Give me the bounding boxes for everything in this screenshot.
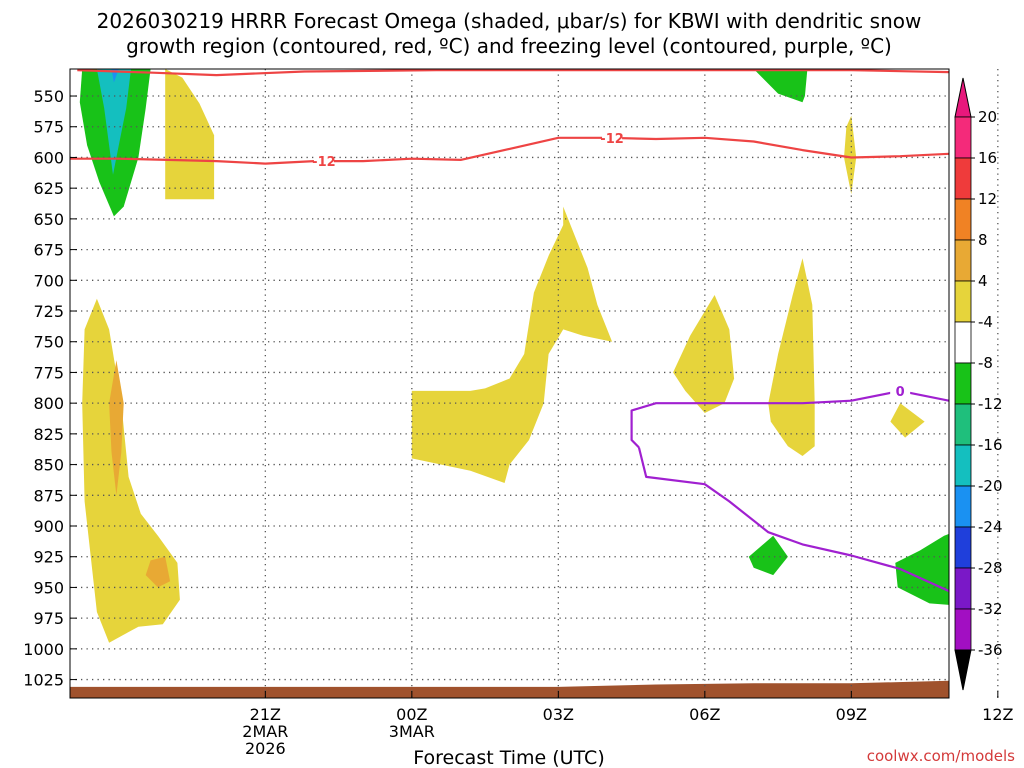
- colorbar-label: 12: [978, 190, 997, 208]
- colorbar-label: -4: [978, 313, 993, 331]
- y-tick-label: 975: [33, 609, 64, 628]
- x-tick-label: 00Z: [396, 705, 427, 724]
- green-lower-right: [895, 533, 949, 605]
- colorbar-swatch: [954, 567, 972, 610]
- colorbar-label: 20: [978, 108, 997, 126]
- y-tick-label: 1000: [23, 640, 64, 659]
- colorbar-swatch: [954, 116, 972, 159]
- colorbar-label: -32: [978, 600, 1003, 618]
- grid-lines: [70, 69, 999, 698]
- site-credit: coolwx.com/models: [867, 747, 1015, 765]
- colorbar-label: -8: [978, 354, 993, 372]
- x-tick-label: 2MAR: [242, 722, 288, 741]
- colorbar-under-triangle: [954, 649, 972, 691]
- colorbar-swatch: [954, 526, 972, 569]
- yellow-small-right: [890, 403, 925, 438]
- yellow-lower-left: [82, 298, 180, 643]
- y-tick-label: 925: [33, 548, 64, 567]
- contour-label-bg: [313, 154, 334, 169]
- y-tick-label: 675: [33, 241, 64, 260]
- dendritic-contour: [70, 136, 949, 165]
- yellow-narrow-2: [844, 115, 857, 195]
- contour-labels: -12 -12 0: [312, 130, 911, 400]
- colorbar-swatch: [954, 403, 972, 446]
- colorbar-swatch: [954, 608, 972, 651]
- x-tick-label: 21Z: [250, 705, 281, 724]
- y-tick-label: 900: [33, 517, 64, 536]
- plot-frame: [69, 68, 950, 699]
- dendritic-contour-label: -12: [600, 132, 624, 147]
- y-tick-label: 650: [33, 210, 64, 229]
- chart-title-line-1: 2026030219 HRRR Forecast Omega (shaded, …: [97, 9, 922, 33]
- x-tick-label: 03Z: [543, 705, 574, 724]
- green-lower-center: [748, 535, 788, 576]
- x-axis-label: Forecast Time (UTC): [413, 747, 604, 768]
- omega-shading: [79, 69, 949, 643]
- y-tick-label: 950: [33, 578, 64, 597]
- colorbar-label: -12: [978, 395, 1003, 413]
- contour-label-bg: [602, 130, 623, 145]
- yellow-narrow-1: [768, 258, 815, 456]
- y-tick-label: 575: [33, 118, 64, 137]
- freezing-contour: [637, 447, 949, 593]
- colorbar-label: -20: [978, 477, 1003, 495]
- colorbar-label: 4: [978, 272, 988, 290]
- colorbar-swatch: [954, 362, 972, 405]
- colorbar-label: -28: [978, 559, 1003, 577]
- yellow-upper-left: [165, 69, 215, 200]
- chart-title-line-2: growth region (contoured, red, ºC) and f…: [126, 34, 892, 58]
- y-tick-label: 875: [33, 486, 64, 505]
- y-tick-label: 700: [33, 271, 64, 290]
- x-tick-label: 09Z: [836, 705, 867, 724]
- y-tick-label: 625: [33, 179, 64, 198]
- colorbar-label: -24: [978, 518, 1003, 536]
- colorbar-swatch: [954, 280, 972, 323]
- y-axis-ticks: 550 575 600 625 650 675 700 725 750 775 800 825 850 8…: [23, 87, 77, 690]
- colorbar-swatch: [954, 321, 972, 364]
- y-tick-label: 600: [33, 148, 64, 167]
- terrain-fill: [70, 680, 949, 698]
- colorbar-label: -36: [978, 641, 1003, 659]
- colorbar: 20 16 12 8 4 -4 -8 -12 -16 -20 -24 -28 -32 -36: [954, 77, 1003, 691]
- colorbar-swatch: [954, 485, 972, 528]
- y-tick-label: 825: [33, 425, 64, 444]
- colorbar-label: 8: [978, 231, 988, 249]
- green-top-center: [753, 69, 808, 103]
- freezing-contour: [630, 389, 949, 449]
- y-tick-label: 725: [33, 302, 64, 321]
- y-tick-label: 750: [33, 333, 64, 352]
- yellow-center-right: [673, 295, 735, 413]
- colorbar-swatch: [954, 444, 972, 487]
- y-tick-label: 550: [33, 87, 64, 106]
- y-tick-label: 1025: [23, 671, 64, 690]
- dendritic-contour-label: -12: [312, 155, 336, 170]
- yellow-center-left: [411, 206, 613, 483]
- colorbar-over-triangle: [954, 77, 972, 118]
- x-tick-label: 06Z: [689, 705, 720, 724]
- teal-upper-left: [96, 69, 131, 175]
- freezing-contour-label: 0: [896, 385, 905, 400]
- colorbar-swatch: [954, 239, 972, 282]
- y-tick-label: 850: [33, 456, 64, 475]
- colorbar-swatch: [954, 198, 972, 241]
- colorbar-label: 16: [978, 149, 997, 167]
- x-tick-label: 3MAR: [389, 722, 435, 741]
- y-tick-label: 800: [33, 394, 64, 413]
- dendritic-contour: [77, 69, 949, 77]
- contour-lines: [70, 69, 949, 593]
- orange-lower-left-1: [109, 360, 124, 496]
- y-tick-label: 775: [33, 363, 64, 382]
- colorbar-swatch: [954, 157, 972, 200]
- x-tick-label: 2026: [245, 739, 286, 758]
- orange-lower-left-2: [145, 556, 171, 588]
- contour-label-bg: [890, 383, 911, 398]
- terrain-layer: [70, 680, 949, 698]
- colorbar-label: -16: [978, 436, 1003, 454]
- x-tick-label: 12Z: [982, 705, 1013, 724]
